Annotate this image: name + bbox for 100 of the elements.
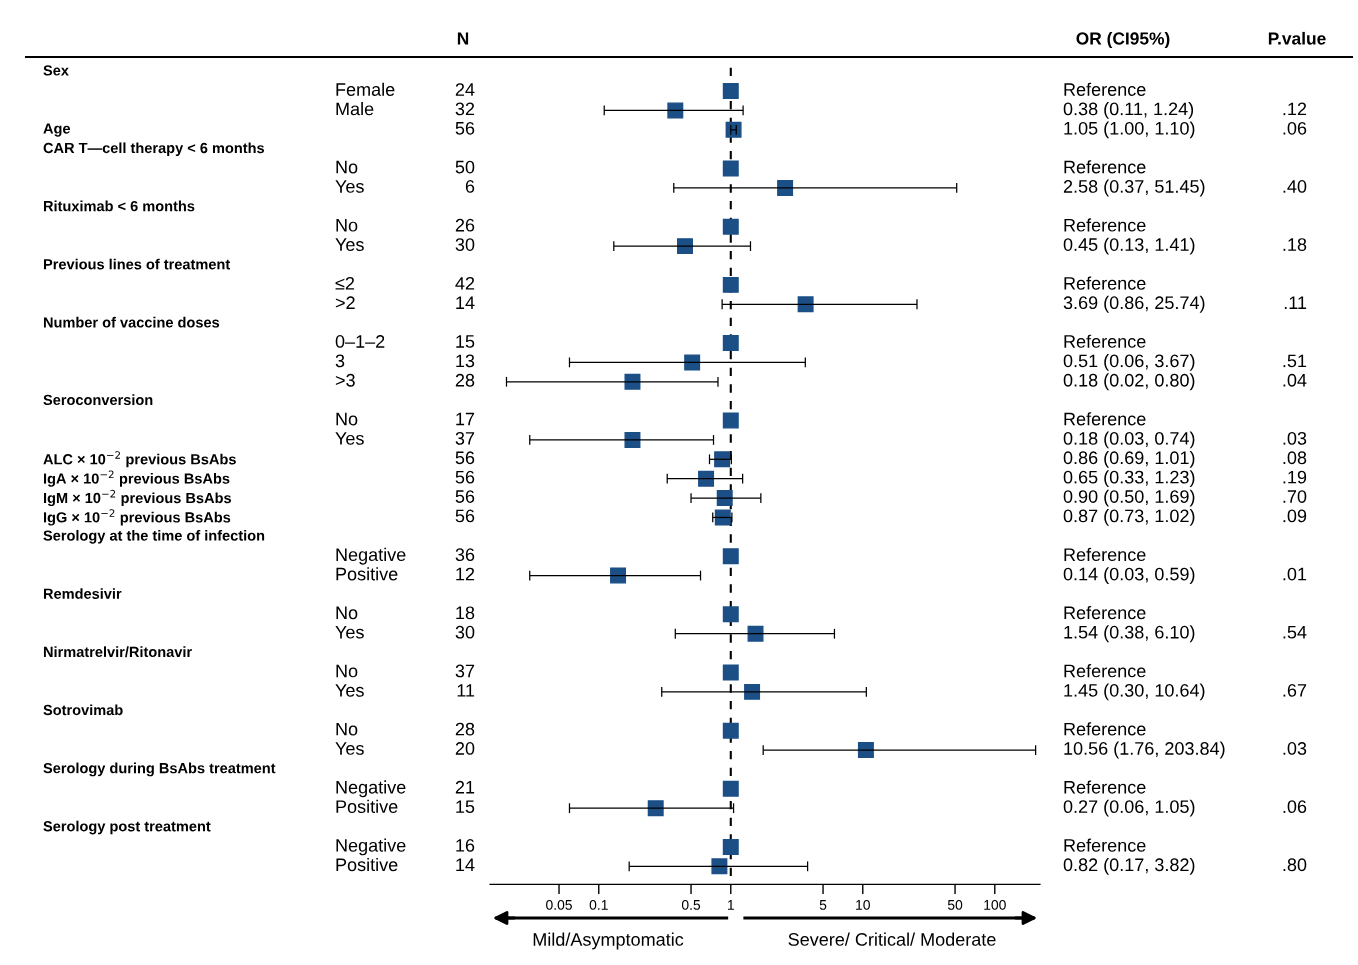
y2-tick-label: 15: [456, 335, 475, 348]
text: .08: [1283, 451, 1307, 465]
text: 3.69 (0.86, 25.74): [1063, 295, 1205, 313]
y2-tick-label: 14: [456, 858, 475, 871]
text: .06: [1283, 800, 1307, 814]
y-tick-label: Yes: [335, 742, 364, 755]
y2-tick-label: 15: [456, 800, 475, 814]
y-tick-label: >2: [335, 296, 355, 309]
text: .03: [1283, 431, 1307, 445]
y2-tick-label: 37: [455, 664, 475, 678]
text: Reference: [1064, 838, 1146, 852]
y2-tick-label: 11: [457, 684, 475, 697]
text: .01: [1283, 567, 1307, 581]
y-tick-label: Positive: [336, 567, 398, 581]
y2-tick-label: 12: [456, 567, 475, 581]
y2-tick-label: 56: [455, 451, 475, 465]
y-tick-label: >3: [335, 373, 355, 387]
text: Reference: [1064, 605, 1146, 620]
y-tick-label: Negative: [336, 780, 406, 798]
text: 1.05 (1.00, 1.10): [1064, 121, 1195, 139]
text: .67: [1283, 683, 1307, 697]
text: N: [457, 32, 469, 45]
text: Severe/ Critical/ Moderate: [788, 932, 996, 946]
text: Reference: [1064, 547, 1146, 562]
text: 2.58 (0.37, 51.45): [1063, 179, 1205, 197]
y-tick-label: ≤2: [335, 276, 355, 290]
text: 0.27 (0.06, 1.05): [1063, 799, 1195, 817]
text: 0.18 (0.03, 0.74): [1063, 431, 1195, 449]
category-label: Serology at the time of infection: [43, 530, 265, 544]
text: .11: [1284, 296, 1307, 309]
text: Reference: [1064, 276, 1146, 290]
text: Reference: [1064, 160, 1146, 174]
y2-tick-label: 21: [455, 780, 475, 794]
category-label: Serology during BsAbs treatment: [43, 762, 276, 777]
y-tick-label: Negative: [336, 838, 406, 856]
y2-tick-label: 20: [455, 742, 475, 755]
category-label: CAR T—cell therapy < 6 months: [43, 142, 265, 157]
text: Reference: [1064, 722, 1146, 736]
x-tick-label: 10: [856, 899, 870, 910]
y-tick-label: 3: [335, 354, 345, 368]
text: Reference: [1064, 412, 1146, 426]
y2-tick-label: 6: [465, 180, 475, 193]
y2-tick-label: 37: [455, 431, 475, 445]
text: .18: [1283, 238, 1307, 251]
y2-tick-label: 30: [455, 238, 475, 251]
text: P.value: [1268, 31, 1326, 45]
y2-tick-label: 28: [455, 373, 475, 387]
y-tick-label: No: [336, 218, 358, 232]
y2-tick-label: 32: [455, 102, 475, 116]
y2-tick-label: 56: [455, 509, 475, 523]
category-label: Number of vaccine doses: [43, 316, 220, 328]
y2-tick-label: 18: [456, 606, 475, 620]
y-tick-label: Yes: [335, 684, 364, 697]
y-tick-label: No: [336, 664, 358, 678]
y2-tick-label: 13: [456, 354, 475, 368]
category-label: Previous lines of treatment: [43, 258, 231, 270]
y-tick-label: Positive: [336, 799, 398, 814]
x-tick-label: 1: [727, 900, 734, 910]
x-tick-label: 0.1: [589, 899, 608, 910]
y2-tick-label: 24: [455, 83, 475, 96]
y-tick-label: Yes: [335, 238, 364, 251]
y-tick-label: No: [336, 722, 358, 736]
text: 0.45 (0.13, 1.41): [1063, 237, 1195, 255]
y-tick-label: Yes: [335, 180, 364, 193]
text: OR (CI95%): [1076, 31, 1170, 49]
y-tick-label: Yes: [335, 625, 364, 639]
y2-tick-label: 28: [455, 722, 475, 736]
text: Reference: [1064, 334, 1146, 348]
category-label: Serology post treatment: [43, 820, 211, 835]
text: .80: [1283, 858, 1307, 872]
text: 1.45 (0.30, 10.64): [1064, 683, 1205, 701]
text: 1.54 (0.38, 6.10): [1064, 625, 1195, 643]
y2-tick-label: 30: [455, 625, 475, 639]
text: .70: [1283, 490, 1307, 503]
text: 0.38 (0.11, 1.24): [1063, 102, 1194, 119]
category-label: Sex: [43, 65, 69, 76]
y-tick-label: No: [336, 412, 358, 426]
category-label: IgM × 10$^{−2}$ previous BsAbs: [43, 489, 232, 507]
text: Mild/Asymptomatic: [533, 932, 684, 950]
category-label: IgG × 10$^{−2}$ previous BsAbs: [43, 509, 231, 526]
text: 10.56 (1.76, 203.84): [1064, 741, 1225, 759]
x-tick-label: 50: [947, 899, 963, 910]
category-label: Seroconversion: [43, 394, 153, 406]
y-tick-label: 0–1–2: [335, 335, 385, 348]
text: 0.18 (0.02, 0.80): [1063, 373, 1195, 391]
category-label: ALC × 10$^{−2}$ previous BsAbs: [43, 451, 236, 468]
text: 0.86 (0.69, 1.01): [1063, 450, 1195, 468]
y-tick-label: Male: [336, 102, 374, 116]
y-tick-label: Yes: [335, 432, 364, 445]
category-label: Nirmatrelvir/Ritonavir: [43, 646, 192, 658]
y-tick-label: No: [336, 160, 358, 174]
text: .40: [1283, 180, 1307, 193]
y2-tick-label: 56: [455, 121, 475, 135]
text: 0.87 (0.73, 1.02): [1063, 509, 1195, 526]
text: Reference: [1064, 780, 1146, 794]
y2-tick-label: 56: [455, 470, 475, 484]
text: .19: [1283, 470, 1307, 484]
text: .54: [1283, 625, 1307, 639]
text: 0.82 (0.17, 3.82): [1063, 857, 1195, 875]
y2-tick-label: 36: [455, 548, 475, 562]
